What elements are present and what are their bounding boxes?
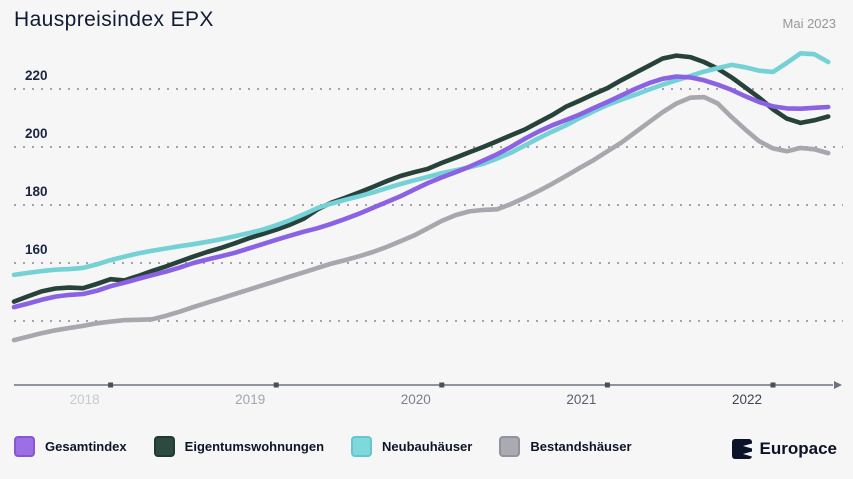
legend-label: Eigentumswohnungen bbox=[184, 439, 325, 454]
x-axis-label-2022: 2022 bbox=[732, 392, 762, 407]
x-axis-label-2021: 2021 bbox=[566, 392, 596, 407]
legend-item-gesamtindex: Gesamtindex bbox=[14, 436, 127, 457]
x-axis-tick-2019 bbox=[273, 382, 279, 388]
legend-item-eigentumswohnungen: Eigentumswohnungen bbox=[153, 436, 325, 457]
europace-logo: Europace bbox=[731, 439, 837, 459]
gesamtindex-swatch-icon bbox=[14, 436, 35, 457]
legend: Gesamtindex Eigentumswohnungen Neubauhäu… bbox=[14, 436, 632, 457]
y-axis-label-180: 180 bbox=[25, 184, 48, 199]
legend-label: Neubauhäuser bbox=[382, 439, 473, 454]
y-axis-label-200: 200 bbox=[25, 126, 48, 141]
price-index-line-chart: 220 200 180 160 2018 2019 2020 2021 2022 bbox=[11, 50, 843, 407]
neubauhaeuser-swatch-icon bbox=[351, 436, 373, 457]
x-axis-arrow-icon bbox=[834, 381, 842, 389]
x-axis-label-2019: 2019 bbox=[235, 392, 265, 407]
europace-logo-icon bbox=[731, 439, 752, 459]
bestandshaeuser-swatch-icon bbox=[499, 436, 521, 457]
x-axis-label-2018: 2018 bbox=[70, 392, 100, 407]
legend-label: Gesamtindex bbox=[45, 439, 127, 454]
series-line-Neubauhäuser bbox=[11, 50, 831, 278]
legend-item-neubauhaeuser: Neubauhäuser bbox=[351, 436, 472, 457]
series-line-Gesamtindex bbox=[11, 74, 831, 310]
y-axis-label-160: 160 bbox=[25, 242, 48, 257]
series-line-Eigentumswohnungen bbox=[11, 53, 831, 304]
y-axis-label-220: 220 bbox=[25, 68, 48, 83]
x-axis-tick-2022 bbox=[770, 382, 776, 388]
series-line-Bestandshäuser bbox=[11, 94, 831, 343]
x-axis-label-2020: 2020 bbox=[401, 392, 431, 407]
x-axis-tick-2018 bbox=[108, 382, 114, 388]
report-date-label: Mai 2023 bbox=[782, 16, 836, 31]
page-title: Hauspreisindex EPX bbox=[14, 8, 214, 31]
legend-item-bestandshaeuser: Bestandshäuser bbox=[499, 436, 632, 457]
legend-label: Bestandshäuser bbox=[530, 439, 632, 454]
brand-name: Europace bbox=[759, 439, 837, 458]
eigentumswohnungen-swatch-icon bbox=[153, 436, 175, 457]
x-axis-tick-2021 bbox=[604, 382, 610, 388]
x-axis-tick-2020 bbox=[439, 382, 445, 388]
